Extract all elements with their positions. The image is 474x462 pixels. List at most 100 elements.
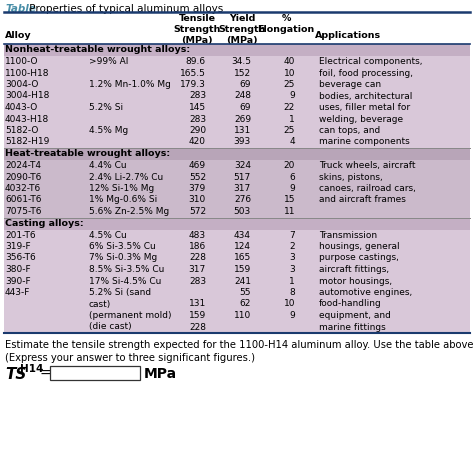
Text: Alloy: Alloy	[5, 31, 32, 40]
Text: 248: 248	[234, 91, 251, 101]
Text: 1100-O: 1100-O	[5, 57, 38, 66]
Text: Tensile
Strength
(MPa): Tensile Strength (MPa)	[173, 14, 221, 44]
Text: Electrical components,: Electrical components,	[319, 57, 422, 66]
Text: Table: Table	[6, 4, 37, 14]
Text: 3004-H18: 3004-H18	[5, 91, 49, 101]
Text: 503: 503	[234, 207, 251, 216]
Text: 9: 9	[289, 184, 295, 193]
Bar	[4, 310, 470, 322]
Text: %
Elongation: % Elongation	[257, 14, 315, 34]
Text: 2090-T6: 2090-T6	[5, 172, 41, 182]
Text: 1: 1	[289, 276, 295, 286]
Text: 6061-T6: 6061-T6	[5, 195, 42, 205]
Text: foil, food processing,: foil, food processing,	[319, 68, 413, 78]
Bar	[4, 218, 470, 230]
Text: 4.5% Mg: 4.5% Mg	[89, 126, 128, 135]
Text: 159: 159	[189, 311, 206, 320]
Text: 380-F: 380-F	[5, 265, 31, 274]
Text: >99% Al: >99% Al	[89, 57, 128, 66]
Text: 228: 228	[189, 322, 206, 332]
Text: housings, general: housings, general	[319, 242, 400, 251]
Bar	[4, 67, 470, 79]
Text: food-handling: food-handling	[319, 299, 382, 309]
Text: Truck wheels, aircraft: Truck wheels, aircraft	[319, 161, 416, 170]
Text: 8: 8	[289, 288, 295, 297]
Text: 1100-H18: 1100-H18	[5, 68, 49, 78]
Bar	[4, 44, 470, 56]
Text: welding, beverage: welding, beverage	[319, 115, 403, 123]
Text: 5.2% Si (sand: 5.2% Si (sand	[89, 288, 151, 297]
Text: 55: 55	[239, 288, 251, 297]
Bar	[4, 264, 470, 275]
Bar	[4, 287, 470, 298]
Bar	[4, 160, 470, 171]
Text: 379: 379	[189, 184, 206, 193]
Text: motor housings,: motor housings,	[319, 276, 392, 286]
Text: skins, pistons,: skins, pistons,	[319, 172, 383, 182]
Text: 3: 3	[289, 254, 295, 262]
Text: 290: 290	[189, 126, 206, 135]
Bar	[4, 79, 470, 91]
Text: 22: 22	[284, 103, 295, 112]
Text: 356-T6: 356-T6	[5, 254, 36, 262]
Text: 310: 310	[189, 195, 206, 205]
Text: 15: 15	[283, 195, 295, 205]
Text: 4032-T6: 4032-T6	[5, 184, 41, 193]
Text: Casting alloys:: Casting alloys:	[5, 219, 83, 228]
Text: 283: 283	[189, 115, 206, 123]
Bar	[50, 366, 140, 380]
Text: 283: 283	[189, 91, 206, 101]
Text: 7% Si-0.3% Mg: 7% Si-0.3% Mg	[89, 254, 157, 262]
Text: Properties of typical aluminum alloys: Properties of typical aluminum alloys	[26, 4, 223, 14]
Text: 5182-H19: 5182-H19	[5, 138, 49, 146]
Text: 420: 420	[189, 138, 206, 146]
Text: 8.5% Si-3.5% Cu: 8.5% Si-3.5% Cu	[89, 265, 164, 274]
Text: equipment, and: equipment, and	[319, 311, 391, 320]
Text: cast): cast)	[89, 299, 111, 309]
Text: 12% Si-1% Mg: 12% Si-1% Mg	[89, 184, 154, 193]
Text: Estimate the tensile strength expected for the 1100-H14 aluminum alloy. Use the : Estimate the tensile strength expected f…	[5, 340, 474, 350]
Text: beverage can: beverage can	[319, 80, 381, 89]
Text: marine components: marine components	[319, 138, 410, 146]
Text: Yield
Strength
(MPa): Yield Strength (MPa)	[219, 14, 266, 44]
Text: 40: 40	[283, 57, 295, 66]
Text: 11: 11	[283, 207, 295, 216]
Text: 517: 517	[234, 172, 251, 182]
Text: 2024-T4: 2024-T4	[5, 161, 41, 170]
Text: 165: 165	[234, 254, 251, 262]
Text: and aircraft frames: and aircraft frames	[319, 195, 406, 205]
Text: 6% Si-3.5% Cu: 6% Si-3.5% Cu	[89, 242, 156, 251]
Text: 25: 25	[283, 80, 295, 89]
Text: 469: 469	[189, 161, 206, 170]
Bar	[4, 195, 470, 206]
Text: 25: 25	[283, 126, 295, 135]
Bar	[4, 230, 470, 241]
Text: 572: 572	[189, 207, 206, 216]
Text: 443-F: 443-F	[5, 288, 30, 297]
Text: 131: 131	[234, 126, 251, 135]
Bar	[4, 206, 470, 218]
Text: 317: 317	[189, 265, 206, 274]
Text: 390-F: 390-F	[5, 276, 31, 286]
Text: 131: 131	[189, 299, 206, 309]
Bar	[4, 275, 470, 287]
Bar	[4, 253, 470, 264]
Bar	[4, 183, 470, 195]
Text: marine fittings: marine fittings	[319, 322, 386, 332]
Text: 241: 241	[234, 276, 251, 286]
Text: 4: 4	[289, 138, 295, 146]
Text: 4043-O: 4043-O	[5, 103, 38, 112]
Text: 483: 483	[189, 231, 206, 239]
Text: 10: 10	[283, 68, 295, 78]
Text: 34.5: 34.5	[231, 57, 251, 66]
Text: automotive engines,: automotive engines,	[319, 288, 412, 297]
Text: 5.6% Zn-2.5% Mg: 5.6% Zn-2.5% Mg	[89, 207, 169, 216]
Text: 69: 69	[239, 103, 251, 112]
Text: 5182-O: 5182-O	[5, 126, 38, 135]
Bar	[4, 56, 470, 67]
Bar	[4, 148, 470, 160]
Text: 17% Si-4.5% Cu: 17% Si-4.5% Cu	[89, 276, 161, 286]
Text: (permanent mold): (permanent mold)	[89, 311, 172, 320]
Text: H14: H14	[20, 364, 44, 374]
Text: 7: 7	[289, 231, 295, 239]
